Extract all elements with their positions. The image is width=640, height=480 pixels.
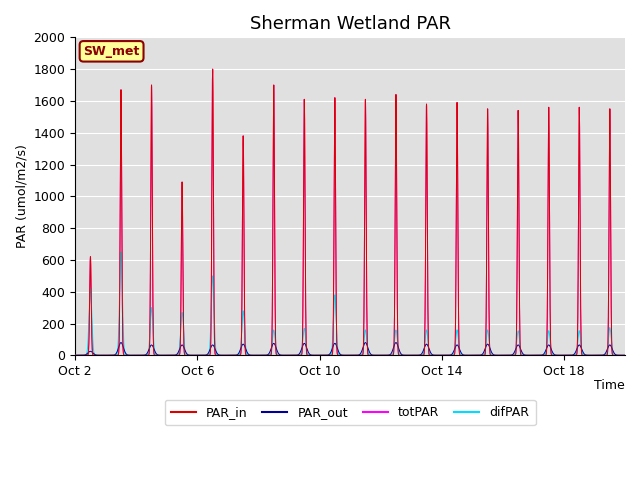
Title: Sherman Wetland PAR: Sherman Wetland PAR — [250, 15, 451, 33]
Legend: PAR_in, PAR_out, totPAR, difPAR: PAR_in, PAR_out, totPAR, difPAR — [164, 400, 536, 425]
X-axis label: Time: Time — [595, 379, 625, 393]
Y-axis label: PAR (umol/m2/s): PAR (umol/m2/s) — [15, 144, 28, 248]
Text: SW_met: SW_met — [83, 45, 140, 58]
